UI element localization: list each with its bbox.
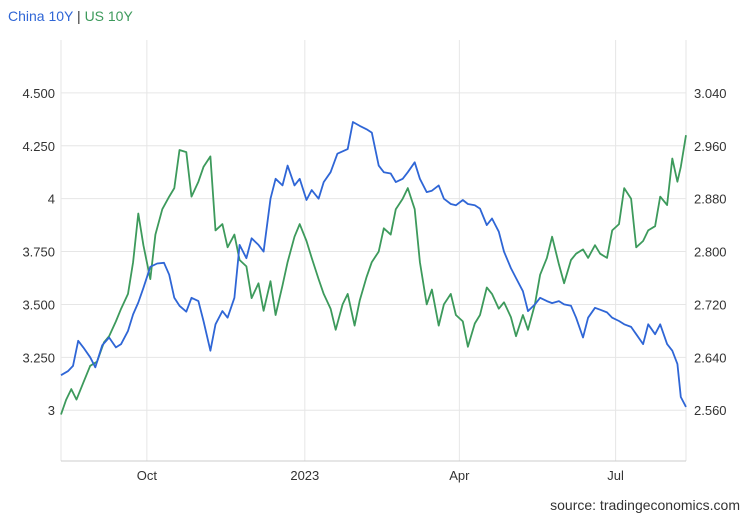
legend-separator: | bbox=[77, 8, 81, 24]
y-left-tick-label: 4.250 bbox=[22, 139, 55, 154]
y-right-tick-label: 2.640 bbox=[694, 350, 727, 365]
source-label: source: tradingeconomics.com bbox=[550, 497, 740, 513]
series-line-china-10y[interactable] bbox=[60, 121, 687, 408]
x-tick-label: Jul bbox=[607, 468, 624, 483]
y-left-tick-label: 3.250 bbox=[22, 350, 55, 365]
y-right-tick-label: 2.720 bbox=[694, 297, 727, 312]
y-left-tick-label: 3.500 bbox=[22, 297, 55, 312]
chart-legend: China 10Y | US 10Y bbox=[8, 8, 133, 24]
y-left-tick-label: 3.750 bbox=[22, 245, 55, 260]
grid-lines bbox=[60, 40, 687, 462]
y-right-tick-label: 2.800 bbox=[694, 245, 727, 260]
y-left-tick-label: 3 bbox=[48, 403, 55, 418]
y-right-tick-label: 2.960 bbox=[694, 139, 727, 154]
legend-entry-us-10y[interactable]: US 10Y bbox=[84, 8, 133, 24]
y-right-tick-label: 2.560 bbox=[694, 403, 727, 418]
x-tick-label: Oct bbox=[137, 468, 158, 483]
x-tick-label: Apr bbox=[449, 468, 470, 483]
series-lines bbox=[60, 121, 687, 415]
y-left-tick-label: 4 bbox=[48, 192, 55, 207]
legend-entry-china-10y[interactable]: China 10Y bbox=[8, 8, 74, 24]
y-right-tick-label: 2.880 bbox=[694, 192, 727, 207]
x-tick-label: 2023 bbox=[290, 468, 319, 483]
y-right-tick-label: 3.040 bbox=[694, 86, 727, 101]
series-line-us-10y[interactable] bbox=[60, 135, 687, 415]
y-left-tick-label: 4.500 bbox=[22, 86, 55, 101]
axes: 3 3.250 3.500 3.750 4 4.250 4.500 2.560 2.640 2.7… bbox=[22, 86, 726, 483]
